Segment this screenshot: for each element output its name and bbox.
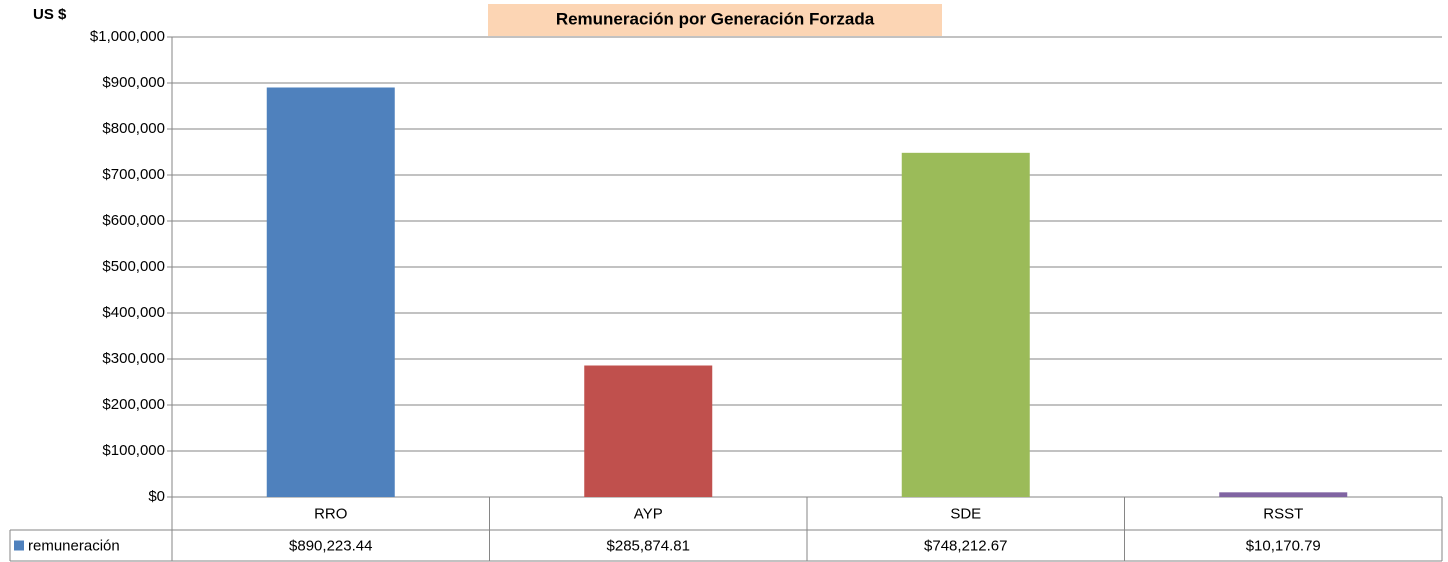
y-tick-label: $900,000 — [102, 74, 165, 91]
bar — [1219, 492, 1348, 497]
legend-key — [14, 540, 24, 551]
y-tick-label: $400,000 — [102, 304, 165, 321]
legend-label: remuneración — [28, 537, 120, 554]
bar — [584, 365, 713, 497]
y-tick-label: $700,000 — [102, 166, 165, 183]
data-table-value: $890,223.44 — [289, 537, 372, 554]
y-tick-label: $800,000 — [102, 120, 165, 137]
x-tick-label: AYP — [634, 505, 663, 522]
y-tick-label: $600,000 — [102, 212, 165, 229]
y-axis-label: US $ — [33, 6, 67, 23]
y-tick-label: $1,000,000 — [90, 28, 165, 45]
data-table-value: $748,212.67 — [924, 537, 1007, 554]
bar — [266, 87, 395, 497]
bar — [901, 152, 1030, 497]
x-tick-label: RSST — [1263, 505, 1303, 522]
data-table-value: $10,170.79 — [1246, 537, 1321, 554]
x-tick-label: SDE — [950, 505, 981, 522]
y-tick-label: $100,000 — [102, 442, 165, 459]
y-tick-label: $300,000 — [102, 350, 165, 367]
y-tick-label: $200,000 — [102, 396, 165, 413]
y-tick-label: $0 — [148, 488, 165, 505]
chart-title: Remuneración por Generación Forzada — [556, 9, 875, 28]
data-table-value: $285,874.81 — [607, 537, 690, 554]
x-tick-label: RRO — [314, 505, 347, 522]
title-background — [488, 4, 942, 36]
y-tick-label: $500,000 — [102, 258, 165, 275]
